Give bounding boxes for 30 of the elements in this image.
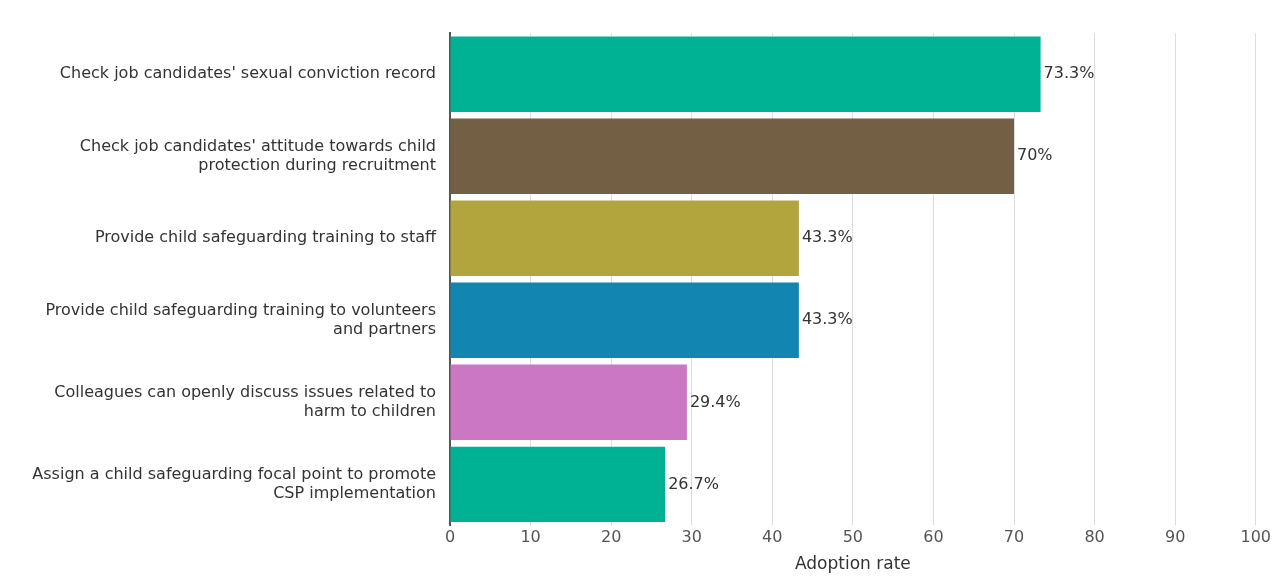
data-label: 43.3% <box>801 227 853 247</box>
data-label: 70% <box>1017 145 1053 165</box>
bar <box>450 200 799 277</box>
bar <box>450 36 1041 112</box>
x-tick-label: 90 <box>1164 527 1186 547</box>
data-label: 73.3% <box>1043 63 1095 83</box>
data-label: 29.4% <box>689 391 741 411</box>
x-tick-label: 10 <box>520 527 541 547</box>
bar <box>450 282 799 359</box>
data-label: 43.3% <box>801 309 853 329</box>
y-tick-label: Provide child safeguarding training to volunteers and partners <box>45 299 436 339</box>
x-tick-label: 100 <box>1240 527 1271 547</box>
x-tick-label: 30 <box>681 527 702 547</box>
y-tick-label: Colleagues can openly discuss issues related to harm to children <box>54 381 436 421</box>
x-axis-title: Adoption rate <box>794 553 911 574</box>
y-tick-label: Provide child safeguarding training to staff <box>94 227 437 247</box>
x-tick-label: 80 <box>1084 527 1105 547</box>
x-tick-label: 50 <box>842 527 864 547</box>
x-tick-label: 20 <box>600 527 622 547</box>
x-tick-label: 70 <box>1003 527 1025 547</box>
bar <box>450 446 666 523</box>
bar <box>450 118 1015 194</box>
y-tick-label: Check job candidates' attitude towards child protection during recruitment <box>79 135 436 175</box>
data-label: 26.7% <box>668 473 719 493</box>
x-tick-label: 60 <box>923 527 944 547</box>
x-tick-label: 40 <box>762 527 783 547</box>
y-tick-label: Assign a child safeguarding focal point to promote CSP implementation <box>32 463 436 503</box>
x-tick-label: 0 <box>444 527 456 547</box>
y-tick-label: Check job candidates' sexual conviction record <box>59 63 436 83</box>
bar <box>450 364 687 441</box>
